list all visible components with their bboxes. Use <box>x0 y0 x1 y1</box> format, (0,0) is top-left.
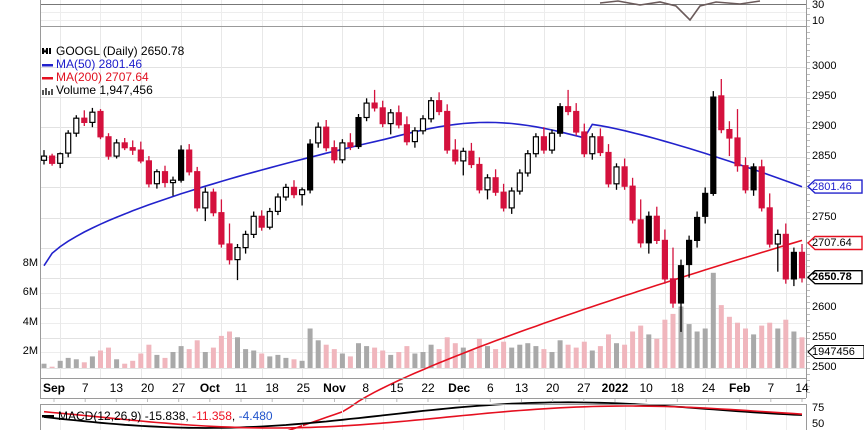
candlestick-layer <box>40 79 806 332</box>
macd-legend-text: MACD(12,26,9) -15.838, -11.358, -4.480 <box>58 409 273 423</box>
axis-tick-macd-75: 75 <box>812 402 825 414</box>
ma50-swatch-icon <box>42 63 53 66</box>
symbol-icon <box>42 48 51 54</box>
axis-tick-price-2550: 2550 <box>812 330 837 343</box>
grid-layer <box>40 0 806 378</box>
date-tick-14: 14 <box>795 381 809 395</box>
macd-value-hist: -4.480 <box>238 409 273 423</box>
legend-volume-label: Volume 1,947,456 <box>56 83 153 97</box>
tag-last-price-value: 2650.78 <box>812 271 852 284</box>
axis-tick-price-2950: 2950 <box>812 90 837 103</box>
date-tick-Nov: Nov <box>323 381 346 395</box>
ma200-swatch-icon <box>42 76 53 79</box>
tag-ma50-value: 2801.46 <box>812 180 852 193</box>
chart-legend: GOOGL (Daily) 2650.78 MA(50) 2801.46 MA(… <box>42 44 184 97</box>
legend-row-volume[interactable]: Volume 1,947,456 <box>42 84 184 97</box>
axis-tick-top-30: 30 <box>812 0 825 11</box>
date-tick-27: 27 <box>171 381 186 395</box>
axis-tick-price-2900: 2900 <box>812 120 837 133</box>
macd-value-signal: -11.358 <box>192 409 232 423</box>
macd-swatch-icon <box>42 415 54 418</box>
date-tick-Dec: Dec <box>448 381 471 395</box>
date-tick-27: 27 <box>577 381 591 395</box>
legend-row-symbol[interactable]: GOOGL (Daily) 2650.78 <box>42 44 184 58</box>
date-tick-24: 24 <box>701 381 716 395</box>
axis-tick-volume-8M: 8M <box>22 257 38 269</box>
date-tick-7: 7 <box>81 381 89 395</box>
date-tick-7: 7 <box>767 381 775 395</box>
axis-tick-price-2750: 2750 <box>812 210 837 223</box>
axis-tick-price-3000: 3000 <box>812 60 837 72</box>
date-tick-18: 18 <box>670 381 685 395</box>
macd-legend[interactable]: MACD(12,26,9) -15.838, -11.358, -4.480 <box>42 410 273 422</box>
macd-value-main: -15.838 <box>144 409 186 423</box>
date-tick-6: 6 <box>486 381 494 395</box>
date-tick-Feb: Feb <box>728 381 751 395</box>
date-tick-15: 15 <box>390 381 404 395</box>
axis-tick-price-2850: 2850 <box>812 150 837 163</box>
legend-row-ma200[interactable]: MA(200) 2707.64 <box>42 71 184 84</box>
price-tag-layer <box>806 179 864 360</box>
axis-tick-price-2500: 2500 <box>812 361 837 373</box>
date-tick-Sep: Sep <box>42 381 66 395</box>
date-tick-25: 25 <box>296 381 311 395</box>
volume-bars-icon <box>42 87 53 95</box>
axis-tick-macd-50: 50 <box>812 418 825 430</box>
legend-symbol-label: GOOGL (Daily) 2650.78 <box>56 43 185 58</box>
date-tick-8: 8 <box>362 381 369 395</box>
date-tick-20: 20 <box>140 381 155 395</box>
axis-tick-volume-4M: 4M <box>22 315 38 328</box>
macd-label: MACD(12,26,9) <box>58 409 142 423</box>
date-tick-11: 11 <box>234 381 248 395</box>
macd-pane-layer <box>40 401 806 430</box>
date-tick-13: 13 <box>514 381 529 395</box>
volume-bars-layer <box>41 272 805 368</box>
axis-tick-top-10: 10 <box>812 15 825 27</box>
tag-volume-value: 1947456 <box>812 346 855 358</box>
date-tick-22: 22 <box>421 381 435 395</box>
date-tick-13: 13 <box>109 381 124 395</box>
date-tick-10: 10 <box>639 381 653 395</box>
date-tick-20: 20 <box>545 381 560 395</box>
date-tick-Oct: Oct <box>199 381 220 395</box>
axis-tick-volume-6M: 6M <box>22 286 38 299</box>
axis-frame-layer <box>40 0 810 430</box>
legend-ma50-label: MA(50) 2801.46 <box>56 57 143 71</box>
axis-tick-price-2600: 2600 <box>812 300 837 313</box>
axis-tick-volume-2M: 2M <box>22 345 38 357</box>
tag-ma200-value: 2707.64 <box>812 237 852 249</box>
top-indicator-pane <box>40 0 806 22</box>
legend-ma200-label: MA(200) 2707.64 <box>56 70 149 84</box>
date-tick-18: 18 <box>265 381 279 395</box>
legend-row-ma50[interactable]: MA(50) 2801.46 <box>42 58 184 71</box>
date-tick-2022: 2022 <box>601 381 629 395</box>
